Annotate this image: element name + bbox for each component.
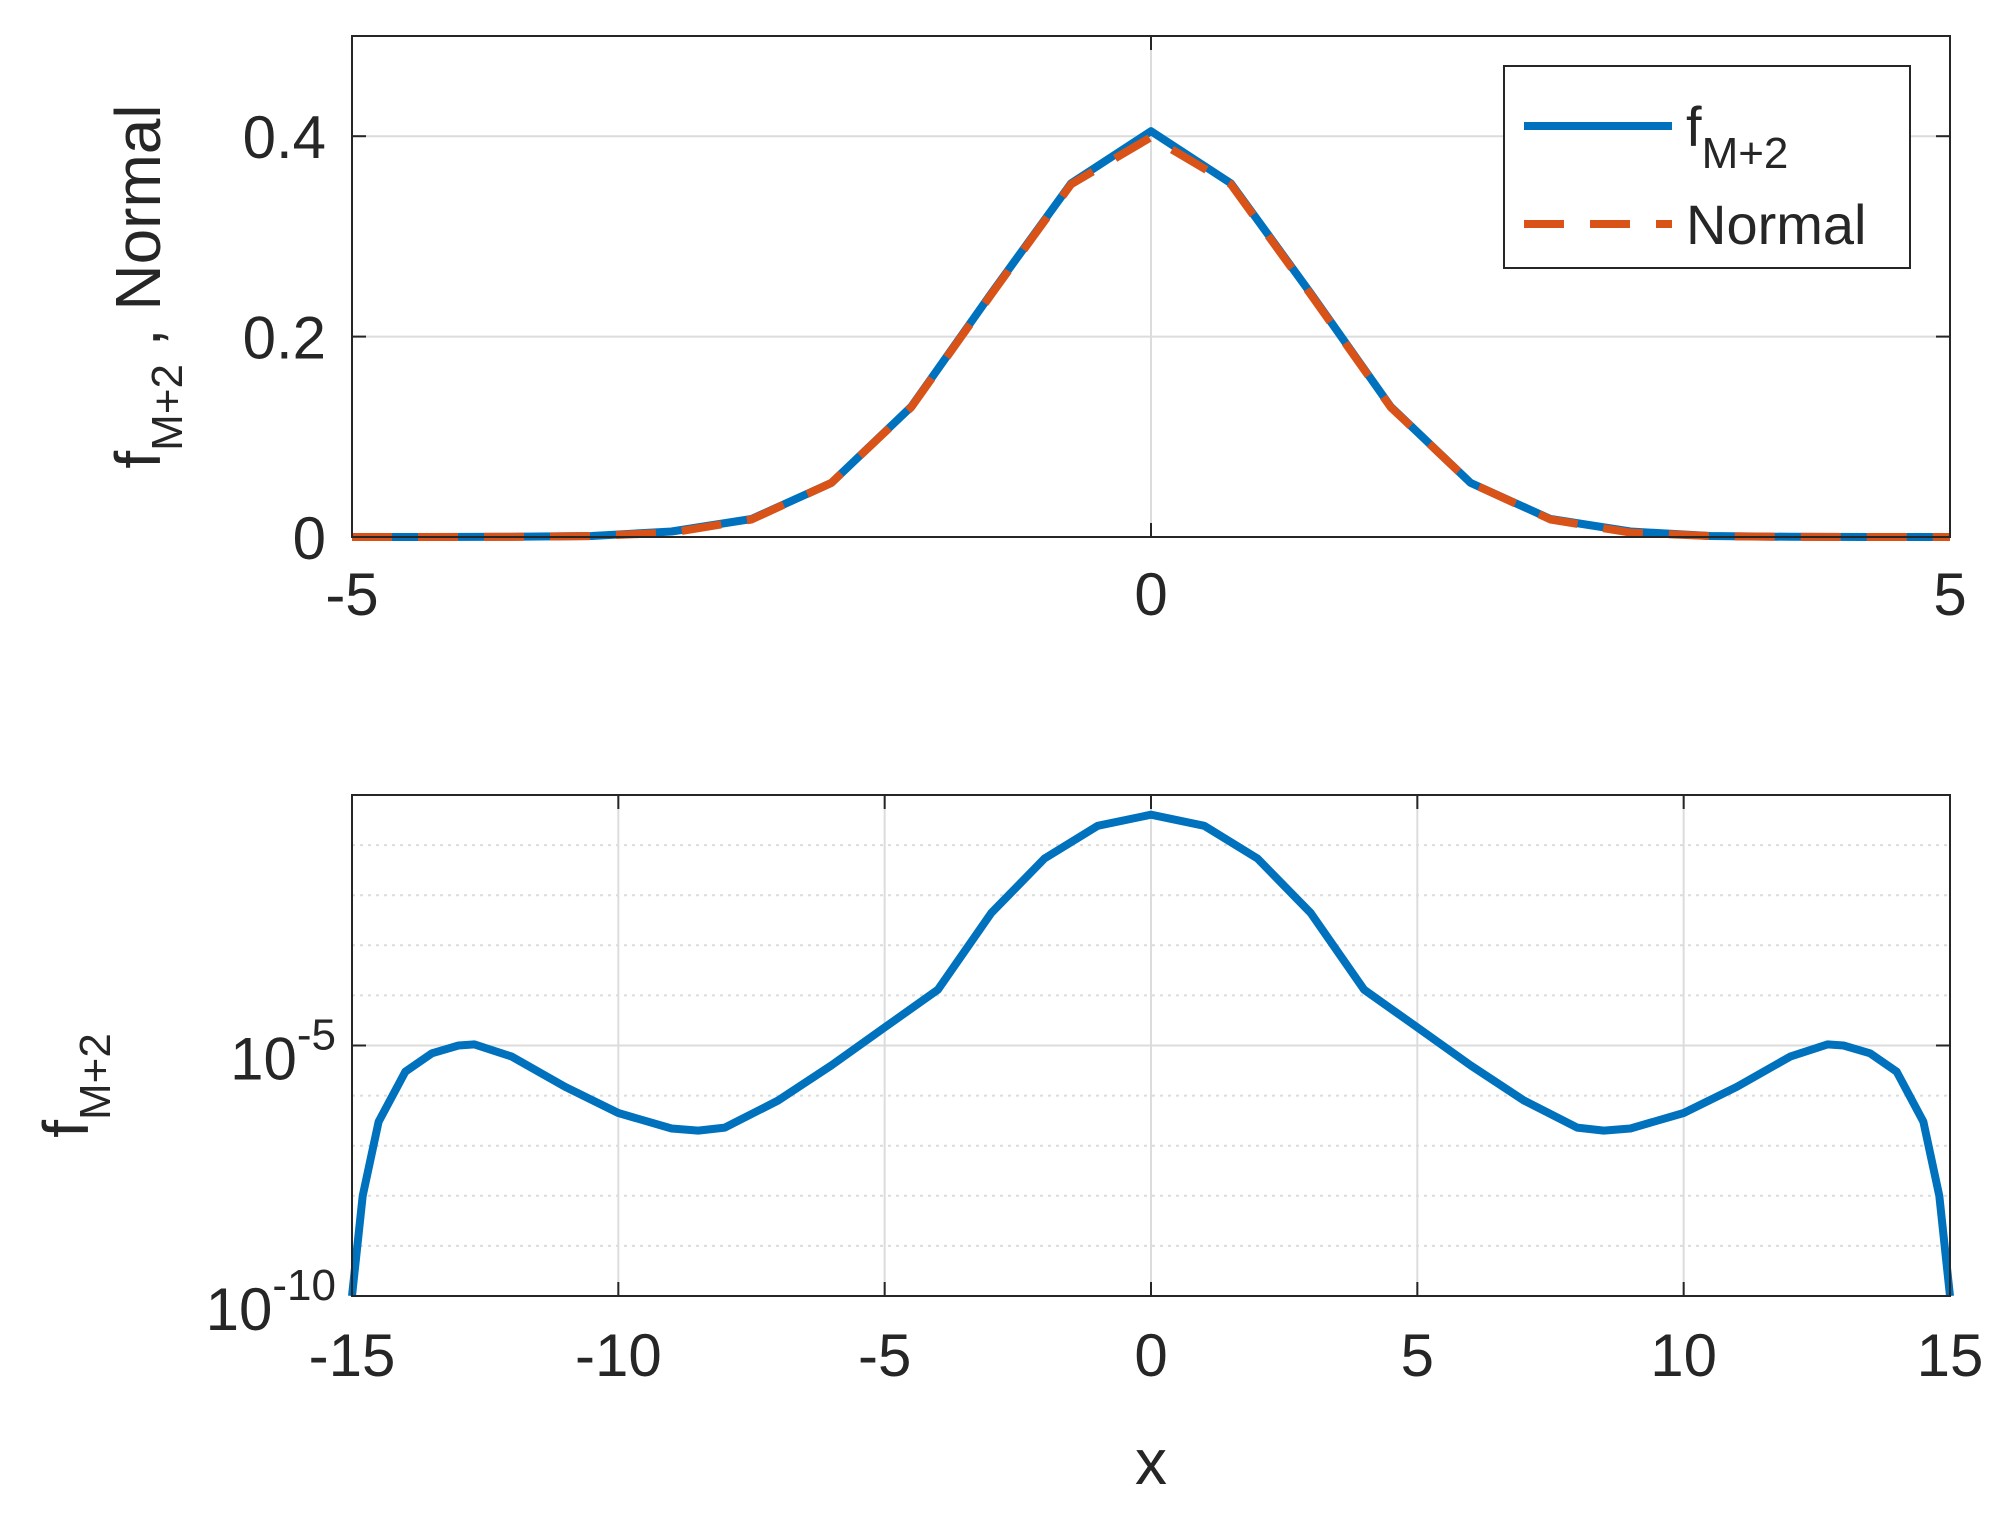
y-axis-label: fM+2 [30,1033,120,1138]
x-tick-label: -10 [575,1322,662,1389]
y-tick-label: 10-10 [206,1261,336,1343]
legend: fM+2 Normal [1503,65,1911,269]
legend-label-fm2: fM+2 [1686,95,1788,178]
x-tick-label: 0 [1134,561,1167,628]
y-tick-label: 0 [293,505,326,572]
x-tick-label: 15 [1917,1322,1984,1389]
legend-box [1503,65,1911,269]
y-axis-label: fM+2 , Normal [102,104,192,468]
x-tick-label: 5 [1401,1322,1434,1389]
x-tick-label: 10 [1650,1322,1717,1389]
x-axis-label: x [1135,1426,1167,1498]
y-tick-label: 10-5 [230,1011,336,1093]
x-tick-label: 0 [1134,1322,1167,1389]
series-fm2-log-line [348,810,1954,1297]
legend-label-normal: Normal [1686,193,1866,256]
x-tick-label: -15 [309,1322,396,1389]
bottom-plot: -15 -10 -5 0 5 10 15 10-10 10-5 x fM+2 [30,794,1984,1498]
y-tick-label: 0.2 [243,305,326,372]
x-tick-label: -5 [858,1322,911,1389]
y-tick-label: 0.4 [243,104,326,171]
x-tick-label: -5 [325,561,378,628]
x-tick-label: 5 [1933,561,1966,628]
series-normal-line [352,133,1950,541]
